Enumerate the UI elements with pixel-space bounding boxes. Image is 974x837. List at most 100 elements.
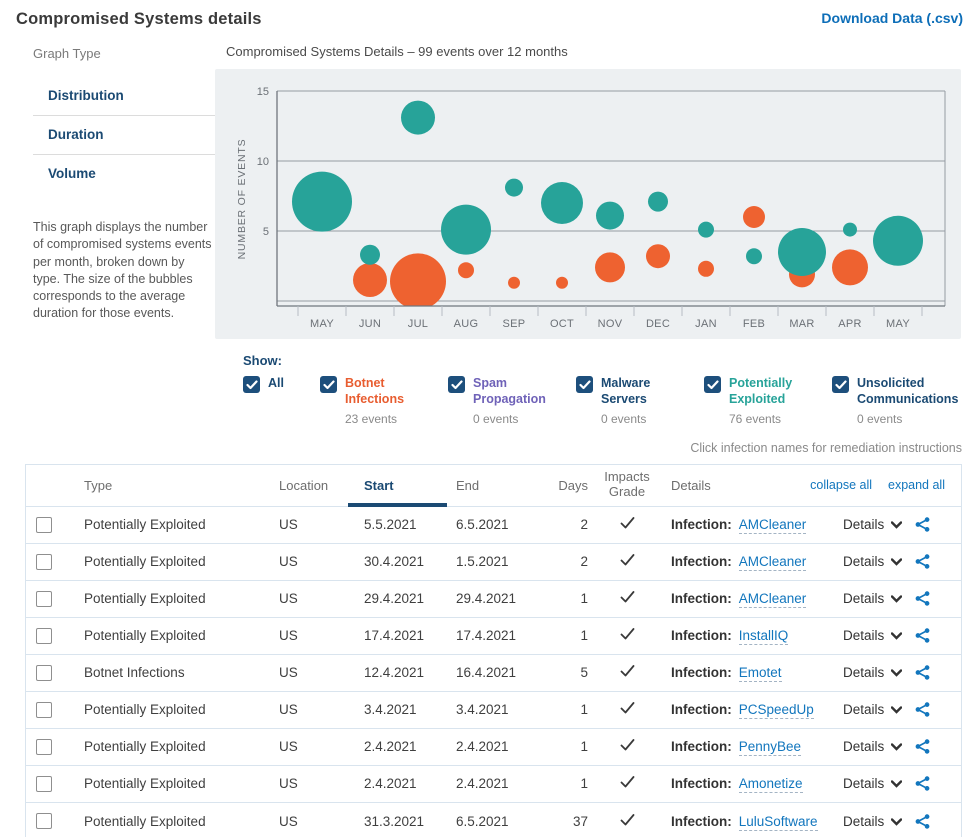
cell-details: Infection:AMCleaner [663, 591, 838, 606]
row-checkbox-1[interactable] [36, 517, 52, 533]
infection-link-pennybee[interactable]: PennyBee [739, 739, 801, 756]
bubble-potentially-exploited-sep-4[interactable] [505, 179, 523, 197]
filter-checkbox-spam-propagation[interactable] [448, 376, 465, 393]
infection-link-installiq[interactable]: InstallIQ [739, 628, 789, 645]
filter-label-unsolicited-communications[interactable]: Unsolicited Communications [857, 375, 945, 408]
details-toggle[interactable]: Details [843, 702, 902, 717]
infection-link-amcleaner[interactable]: AMCleaner [739, 591, 807, 608]
row-checkbox-7[interactable] [36, 739, 52, 755]
filter-checkbox-malware-servers[interactable] [576, 376, 593, 393]
bubble-potentially-exploited-dec-7[interactable] [648, 192, 668, 212]
filter-label-potentially-exploited[interactable]: Potentially Exploited [729, 375, 817, 408]
infection-link-emotet[interactable]: Emotet [739, 665, 782, 682]
table-row-3: Potentially ExploitedUS29.4.202129.4.202… [26, 581, 961, 618]
cell-days: 37 [536, 814, 591, 829]
bubble-botnet-infections-aug-3[interactable] [458, 262, 474, 278]
row-checkbox-9[interactable] [36, 813, 52, 829]
details-toggle[interactable]: Details [843, 814, 902, 829]
sidebar-item-volume[interactable]: Volume [33, 154, 215, 193]
bubble-botnet-infections-sep-4[interactable] [508, 277, 520, 289]
column-header-end[interactable]: End [443, 478, 536, 493]
share-icon[interactable] [914, 775, 931, 792]
bubble-potentially-exploited-may-12[interactable] [873, 216, 923, 266]
bubble-botnet-infections-dec-7[interactable] [646, 244, 670, 268]
bubble-potentially-exploited-jul-2[interactable] [401, 101, 435, 135]
cell-end-date: 6.5.2021 [443, 814, 536, 829]
download-csv-link[interactable]: Download Data (.csv) [821, 10, 963, 26]
row-checkbox-3[interactable] [36, 591, 52, 607]
bubble-potentially-exploited-jan-8[interactable] [698, 222, 714, 238]
cell-start-date: 31.3.2021 [351, 814, 443, 829]
bubble-botnet-infections-oct-5[interactable] [556, 277, 568, 289]
infection-link-lulusoftware[interactable]: LuluSoftware [739, 814, 818, 831]
sidebar-item-duration[interactable]: Duration [33, 115, 215, 154]
column-header-impacts-grade[interactable]: Impacts Grade [591, 470, 663, 500]
bubble-botnet-infections-jun-1[interactable] [353, 263, 387, 297]
column-header-days[interactable]: Days [536, 478, 591, 493]
collapse-all-link[interactable]: collapse all [810, 478, 872, 492]
details-toggle[interactable]: Details [843, 554, 902, 569]
share-icon[interactable] [914, 813, 931, 830]
share-icon[interactable] [914, 664, 931, 681]
share-icon[interactable] [914, 553, 931, 570]
sidebar-item-distribution[interactable]: Distribution [33, 77, 215, 115]
cell-type: Potentially Exploited [76, 554, 271, 569]
infection-prefix: Infection: [671, 814, 732, 829]
bubble-potentially-exploited-oct-5[interactable] [541, 182, 583, 224]
filter-count-spam-propagation: 0 events [473, 412, 561, 426]
share-icon[interactable] [914, 701, 931, 718]
column-header-type[interactable]: Type [76, 478, 271, 493]
column-header-details[interactable]: Details [671, 478, 711, 493]
details-toggle[interactable]: Details [843, 665, 902, 680]
details-toggle[interactable]: Details [843, 628, 902, 643]
filter-checkbox-unsolicited-communications[interactable] [832, 376, 849, 393]
share-icon[interactable] [914, 627, 931, 644]
impacts-grade-check-icon [620, 517, 635, 532]
cell-impacts-grade [591, 814, 663, 829]
filter-label-spam-propagation[interactable]: Spam Propagation [473, 375, 561, 408]
row-checkbox-6[interactable] [36, 702, 52, 718]
filter-checkbox-all[interactable] [243, 376, 260, 393]
filter-checkbox-potentially-exploited[interactable] [704, 376, 721, 393]
filter-checkbox-botnet-infections[interactable] [320, 376, 337, 393]
bubble-potentially-exploited-nov-6[interactable] [596, 202, 624, 230]
row-checkbox-5[interactable] [36, 665, 52, 681]
bubble-botnet-infections-jan-8[interactable] [698, 261, 714, 277]
bubble-potentially-exploited-mar-10[interactable] [778, 228, 826, 276]
filter-label-all[interactable]: All [268, 375, 284, 391]
bubble-potentially-exploited-may-0[interactable] [292, 172, 352, 232]
chevron-down-icon [891, 665, 902, 680]
cell-start-date: 5.5.2021 [351, 517, 443, 532]
bubble-botnet-infections-feb-9[interactable] [743, 206, 765, 228]
share-icon[interactable] [914, 516, 931, 533]
share-icon[interactable] [914, 738, 931, 755]
column-header-location[interactable]: Location [271, 478, 351, 493]
bubble-potentially-exploited-feb-9[interactable] [746, 248, 762, 264]
details-toggle[interactable]: Details [843, 739, 902, 754]
column-header-start[interactable]: Start [351, 465, 443, 506]
infection-link-amcleaner[interactable]: AMCleaner [739, 517, 807, 534]
filter-label-botnet-infections[interactable]: Botnet Infections [345, 375, 433, 408]
row-checkbox-8[interactable] [36, 776, 52, 792]
bubble-potentially-exploited-apr-11[interactable] [843, 223, 857, 237]
share-icon[interactable] [914, 590, 931, 607]
infection-link-pcspeedup[interactable]: PCSpeedUp [739, 702, 814, 719]
bubble-potentially-exploited-jun-1[interactable] [360, 245, 380, 265]
bubble-botnet-infections-apr-11[interactable] [832, 249, 868, 285]
infection-link-amonetize[interactable]: Amonetize [739, 776, 803, 793]
details-toggle[interactable]: Details [843, 517, 902, 532]
filter-label-malware-servers[interactable]: Malware Servers [601, 375, 689, 408]
bubble-botnet-infections-nov-6[interactable] [595, 252, 625, 282]
cell-end-date: 2.4.2021 [443, 739, 536, 754]
bubble-botnet-infections-jul-2[interactable] [390, 253, 446, 309]
bubble-potentially-exploited-aug-3[interactable] [441, 205, 491, 255]
row-checkbox-4[interactable] [36, 628, 52, 644]
infection-link-amcleaner[interactable]: AMCleaner [739, 554, 807, 571]
row-checkbox-2[interactable] [36, 554, 52, 570]
filter-count-unsolicited-communications: 0 events [857, 412, 945, 426]
filter-count-botnet-infections: 23 events [345, 412, 433, 426]
details-toggle[interactable]: Details [843, 591, 902, 606]
details-toggle[interactable]: Details [843, 776, 902, 791]
expand-all-link[interactable]: expand all [888, 478, 945, 492]
impacts-grade-check-icon [620, 739, 635, 754]
